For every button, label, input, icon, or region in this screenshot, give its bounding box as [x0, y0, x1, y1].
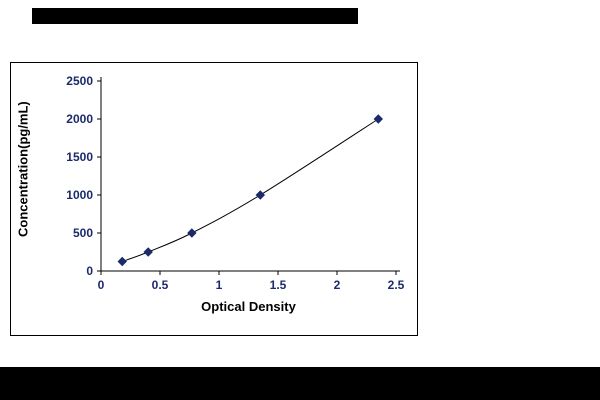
- plot-area: 0 0.5 1 1.5 2 2.5 0 500 1000 1500 2000 2500: [66, 74, 405, 292]
- x-tick-label: 1: [216, 278, 223, 292]
- data-point-marker: [187, 228, 197, 238]
- top-black-bar: [32, 8, 358, 24]
- standard-curve-line: [122, 118, 379, 262]
- y-tick-label: 0: [86, 264, 93, 278]
- x-tick-label: 0: [98, 278, 105, 292]
- data-point-marker: [117, 256, 127, 267]
- bottom-black-bar: [0, 367, 600, 400]
- standard-curve-chart: Concentration(pg/mL) 0 0.5 1 1.5 2 2.5 0 500 100…: [10, 62, 418, 336]
- x-tick-label: 2.5: [388, 278, 405, 292]
- y-tick-label: 500: [73, 226, 93, 240]
- y-tick-label: 2000: [66, 112, 93, 126]
- y-tick-label: 1500: [66, 150, 93, 164]
- y-tick-label: 1000: [66, 188, 93, 202]
- data-point-marker: [255, 190, 266, 200]
- x-tick-label: 2: [334, 278, 341, 292]
- x-axis-title: Optical Density: [201, 299, 296, 314]
- x-tick-label: 1.5: [270, 278, 287, 292]
- data-point-marker: [143, 247, 153, 257]
- y-tick-label: 2500: [66, 74, 93, 88]
- x-tick-label: 0.5: [152, 278, 169, 292]
- data-point-marker: [373, 114, 384, 124]
